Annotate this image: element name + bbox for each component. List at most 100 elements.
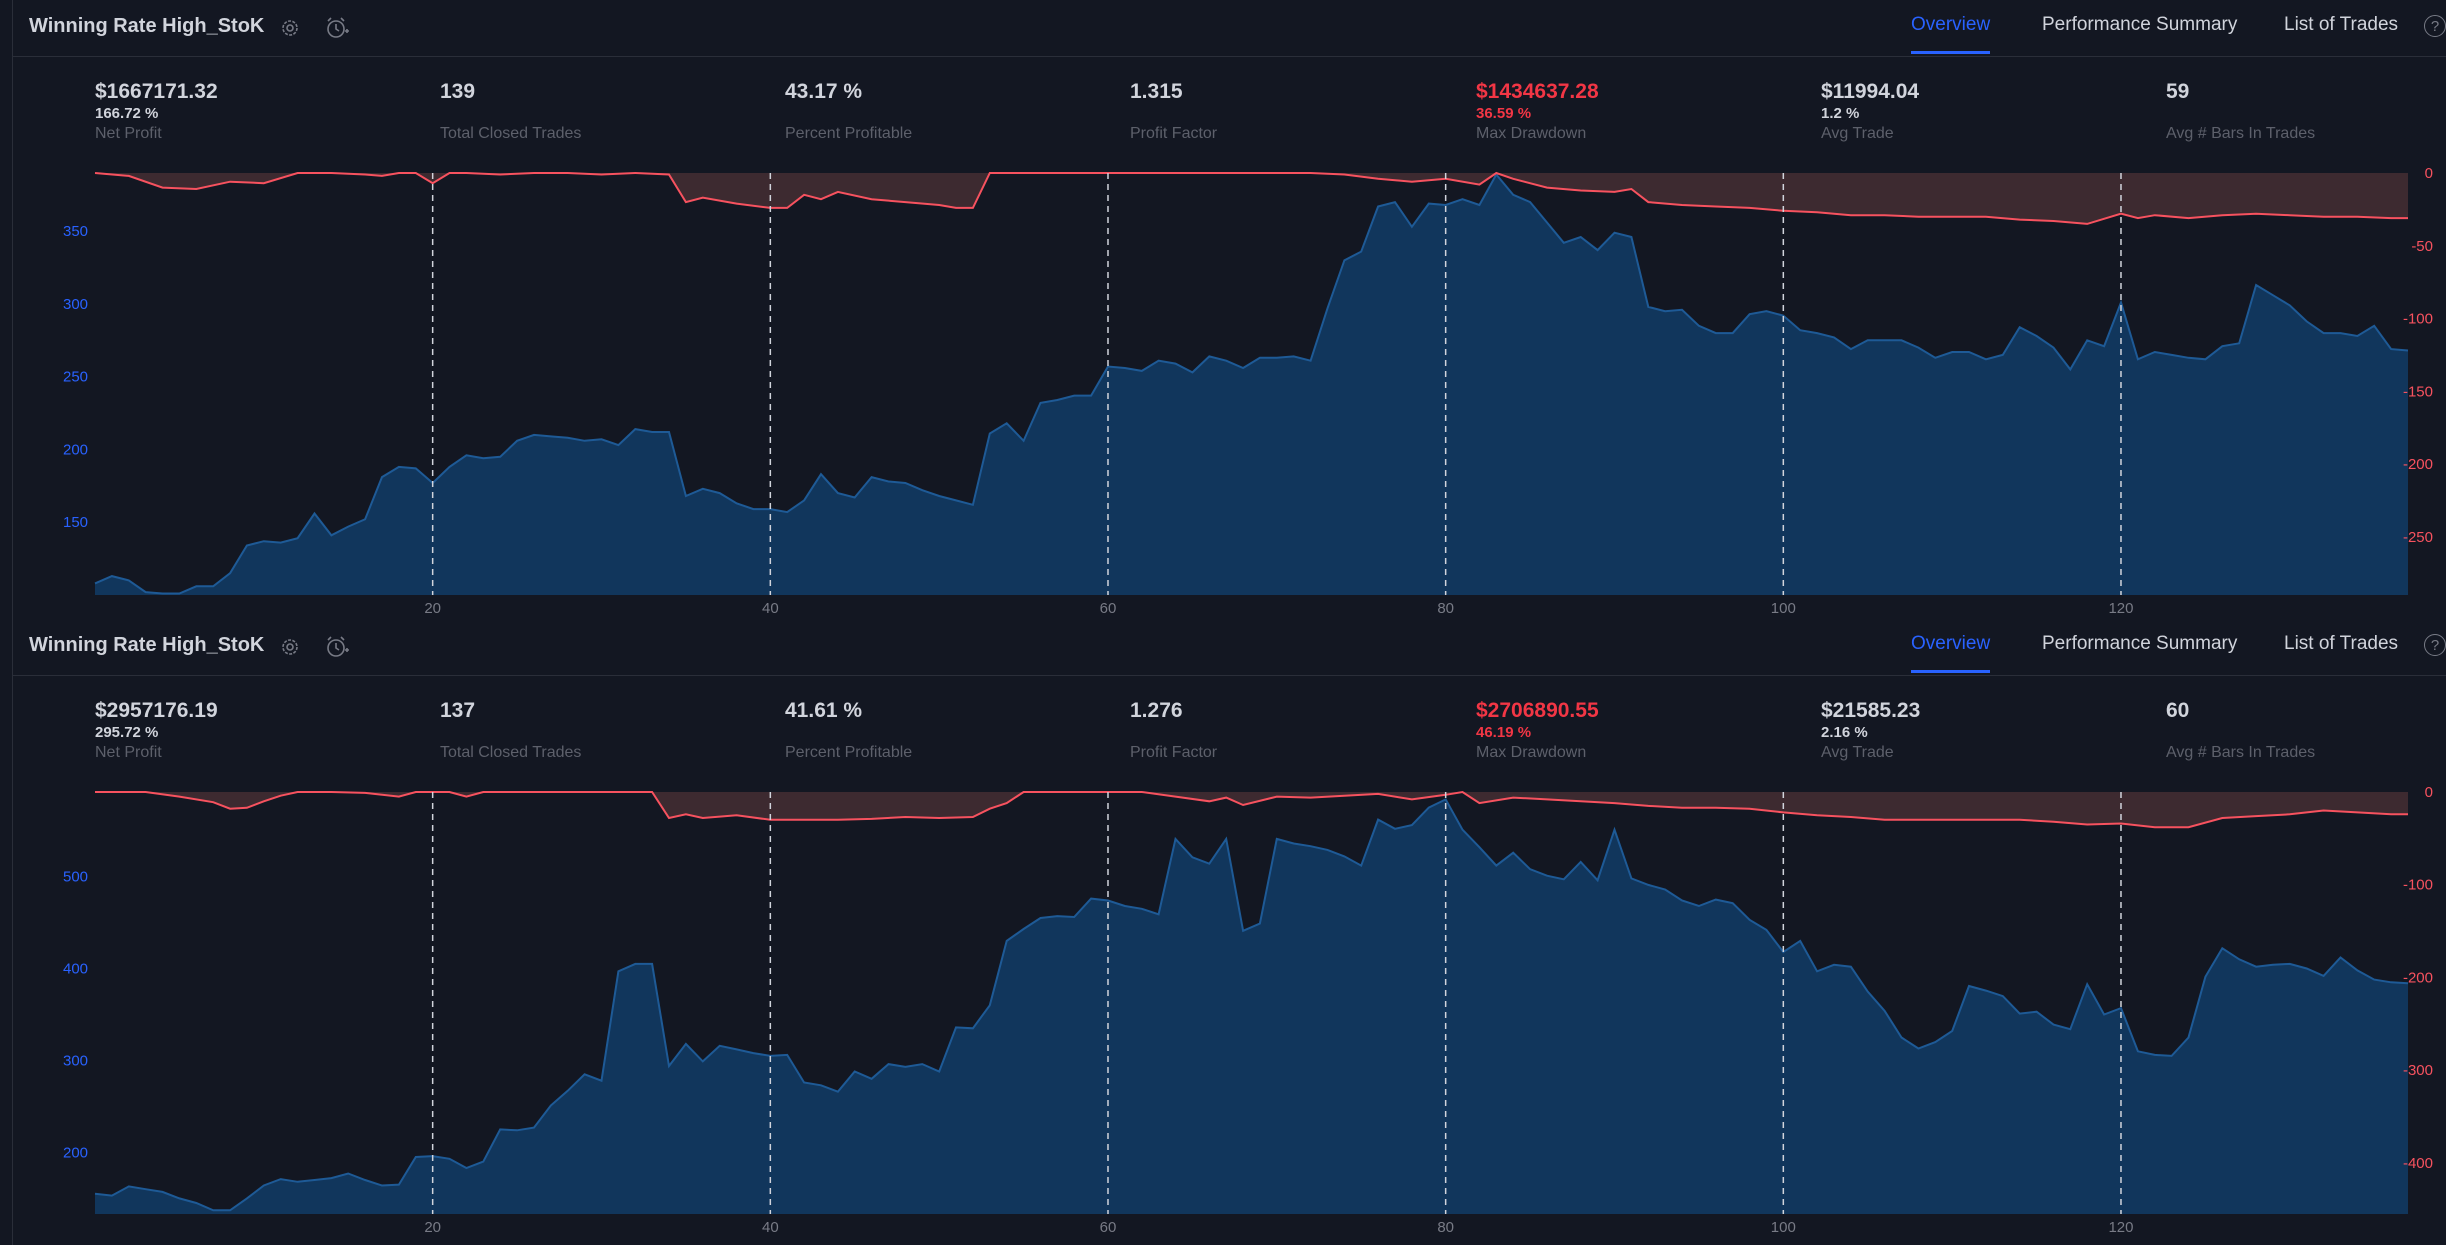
stat-percent: 1.2 %: [1821, 105, 1860, 122]
active-tab-indicator: [1911, 51, 1991, 54]
stat-profit-factor: 1.315 Profit Factor: [1130, 80, 1217, 144]
stat-label: Avg Trade: [1821, 125, 1894, 142]
equity-area: [95, 174, 2408, 595]
tab-performance-summary[interactable]: Performance Summary: [2042, 633, 2238, 654]
y-left-tick-label: 200: [63, 1144, 88, 1161]
x-tick-label: 40: [762, 600, 779, 617]
y-right-tick-label: -100: [2403, 877, 2433, 894]
stat-profit-factor: 1.276 Profit Factor: [1130, 699, 1217, 763]
gear-icon[interactable]: [276, 633, 304, 661]
stat-percent: 36.59 %: [1476, 105, 1532, 122]
y-right-tick-label: -300: [2403, 1062, 2433, 1079]
stat-max-drawdown: $1434637.28 36.59 % Max Drawdown: [1476, 80, 1599, 144]
stat-label: Total Closed Trades: [440, 125, 582, 142]
x-tick-label: 60: [1100, 1219, 1117, 1236]
active-tab-indicator: [1911, 670, 1991, 673]
y-right-tick-label: -400: [2403, 1155, 2433, 1172]
stat-label: Avg Trade: [1821, 744, 1894, 761]
x-tick-label: 20: [424, 600, 441, 617]
drawdown-line: [95, 790, 2408, 829]
stat-value: 1.276: [1130, 699, 1183, 722]
x-tick-label: 120: [2108, 600, 2133, 617]
tab-overview[interactable]: Overview: [1911, 633, 1991, 673]
y-left-tick-label: 250: [63, 369, 88, 386]
tab-overview[interactable]: Overview: [1911, 14, 1991, 54]
stat-label: Avg # Bars In Trades: [2166, 125, 2316, 142]
equity-line: [94, 798, 2409, 1212]
stat-percent: 46.19 %: [1476, 724, 1532, 741]
y-right-tick-label: 0: [2425, 784, 2433, 801]
stat-value: $21585.23: [1821, 699, 1921, 722]
stat-value: 59: [2166, 80, 2190, 103]
drawdown-area: [95, 792, 2408, 828]
y-right-tick-label: -200: [2403, 456, 2433, 473]
stat-label: Total Closed Trades: [440, 744, 582, 761]
stat-label: Max Drawdown: [1476, 744, 1587, 761]
tab-performance-summary[interactable]: Performance Summary: [2042, 14, 2238, 35]
stat-avg-trade: $11994.04 1.2 % Avg Trade: [1821, 80, 1919, 144]
y-right-tick-label: -250: [2403, 529, 2433, 546]
y-left-tick-label: 400: [63, 961, 88, 978]
stat-percent: 166.72 %: [95, 105, 159, 122]
stat-label: Avg # Bars In Trades: [2166, 744, 2316, 761]
stat-percent: 295.72 %: [95, 724, 159, 741]
stat-avg-trade: $21585.23 2.16 % Avg Trade: [1821, 699, 1920, 763]
alarm-clock-icon[interactable]: [323, 14, 351, 42]
stat-percent: 2.16 %: [1821, 724, 1868, 741]
y-right-tick-label: -200: [2403, 969, 2433, 986]
x-tick-label: 100: [1771, 1219, 1796, 1236]
stat-label: Profit Factor: [1130, 125, 1218, 142]
stat-net-profit: $2957176.19 295.72 % Net Profit: [95, 699, 218, 763]
x-tick-label: 80: [1437, 600, 1454, 617]
stat-percent-profitable: 43.17 % Percent Profitable: [785, 80, 912, 144]
strategy-title: Winning Rate High_StoK: [29, 15, 265, 37]
x-tick-label: 80: [1437, 1219, 1454, 1236]
stat-net-profit: $1667171.32 166.72 % Net Profit: [95, 80, 218, 144]
stat-value: $2706890.55: [1476, 699, 1599, 722]
x-tick-label: 100: [1771, 600, 1796, 617]
stat-label: Percent Profitable: [785, 744, 913, 761]
strategy-panel-1: Winning Rate High_StoK Overview Performa…: [13, 0, 2446, 619]
y-right-tick-label: -150: [2403, 383, 2433, 400]
equity-chart[interactable]: 20 40 60 80 100 120 200 300 400 500 0 -100 -200 -300 -…: [13, 619, 2446, 1238]
stat-value: 60: [2166, 699, 2190, 722]
stat-label: Percent Profitable: [785, 125, 913, 142]
stat-avg-bars-in-trades: 60 Avg # Bars In Trades: [2166, 699, 2315, 763]
stat-value: 139: [440, 80, 476, 103]
stat-value: 1.315: [1130, 80, 1183, 103]
x-tick-label: 40: [762, 1219, 779, 1236]
y-right-tick-label: -50: [2411, 238, 2433, 255]
tab-list-of-trades[interactable]: List of Trades: [2284, 14, 2399, 35]
x-tick-label: 60: [1100, 600, 1117, 617]
y-right-tick-label: 0: [2425, 165, 2433, 182]
alarm-clock-icon[interactable]: [323, 633, 351, 661]
y-right-tick-label: -100: [2403, 311, 2433, 328]
panel-header: Winning Rate High_StoK Overview Performa…: [13, 0, 2446, 57]
strategy-panel-2: Winning Rate High_StoK Overview Performa…: [13, 619, 2446, 1238]
stat-value: 137: [440, 699, 476, 722]
stat-value: $2957176.19: [95, 699, 218, 722]
stat-total-closed-trades: 139 Total Closed Trades: [440, 80, 581, 144]
x-tick-label: 120: [2108, 1219, 2133, 1236]
drawdown-line: [94, 171, 2408, 225]
drawdown-area: [95, 173, 2408, 224]
x-tick-label: 20: [424, 1219, 441, 1236]
stat-label: Net Profit: [95, 744, 162, 761]
tab-list-of-trades[interactable]: List of Trades: [2284, 633, 2399, 654]
y-left-tick-label: 150: [63, 514, 88, 531]
stat-value: 41.61 %: [785, 699, 863, 722]
tab-label: Overview: [1911, 14, 1991, 35]
stat-value: 43.17 %: [785, 80, 863, 103]
stat-value: $1667171.32: [95, 80, 218, 103]
y-left-tick-label: 200: [63, 441, 88, 458]
y-left-tick-label: 300: [63, 296, 88, 313]
stat-total-closed-trades: 137 Total Closed Trades: [440, 699, 581, 763]
gear-icon[interactable]: [276, 14, 304, 42]
stat-max-drawdown: $2706890.55 46.19 % Max Drawdown: [1476, 699, 1599, 763]
equity-line: [94, 172, 2409, 595]
y-left-tick-label: 350: [63, 223, 88, 240]
stat-percent-profitable: 41.61 % Percent Profitable: [785, 699, 912, 763]
stat-avg-bars-in-trades: 59 Avg # Bars In Trades: [2166, 80, 2315, 144]
panel-header: Winning Rate High_StoK Overview Performa…: [13, 619, 2446, 676]
equity-chart[interactable]: 20 40 60 80 100 120 150 200 250 300 350 0 -50 -100 -15…: [13, 0, 2446, 619]
